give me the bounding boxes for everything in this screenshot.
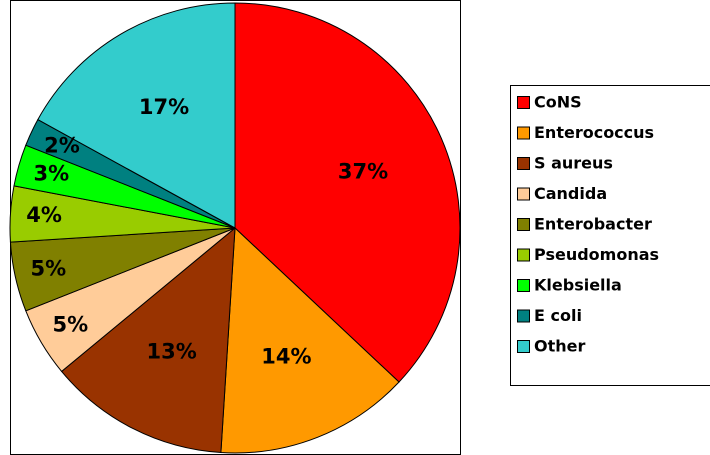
pie-slice [220,226,400,454]
data-label: 17% [139,95,189,119]
data-label: 14% [261,345,311,369]
legend-label: E coli [534,306,582,325]
legend-swatch [517,279,530,292]
legend-label: Klebsiella [534,276,622,295]
legend-swatch [517,218,530,231]
data-label: 5% [31,257,67,281]
legend-swatch [517,126,530,140]
data-label: 2% [44,134,80,158]
data-label: 13% [147,339,197,363]
legend-label: Pseudomonas [534,245,659,264]
legend-swatch [517,340,530,353]
legend-swatch [517,187,530,201]
legend-label: Enterococcus [534,123,654,142]
legend-label: Candida [534,184,607,203]
legend-label: Enterobacter [534,215,652,234]
pie-slice [234,2,461,383]
legend-label: Other [534,337,585,356]
data-label: 3% [34,162,70,186]
data-label: 5% [53,312,89,336]
legend-label: CoNS [534,93,582,112]
legend-swatch [517,309,530,323]
pie-slice [60,226,236,454]
legend-swatch [517,96,530,109]
legend [510,85,710,386]
data-label: 4% [26,203,62,227]
legend-swatch [517,157,530,170]
pie-slice [37,2,236,229]
data-label: 37% [338,160,388,184]
legend-label: S aureus [534,154,613,173]
legend-swatch [517,248,530,262]
